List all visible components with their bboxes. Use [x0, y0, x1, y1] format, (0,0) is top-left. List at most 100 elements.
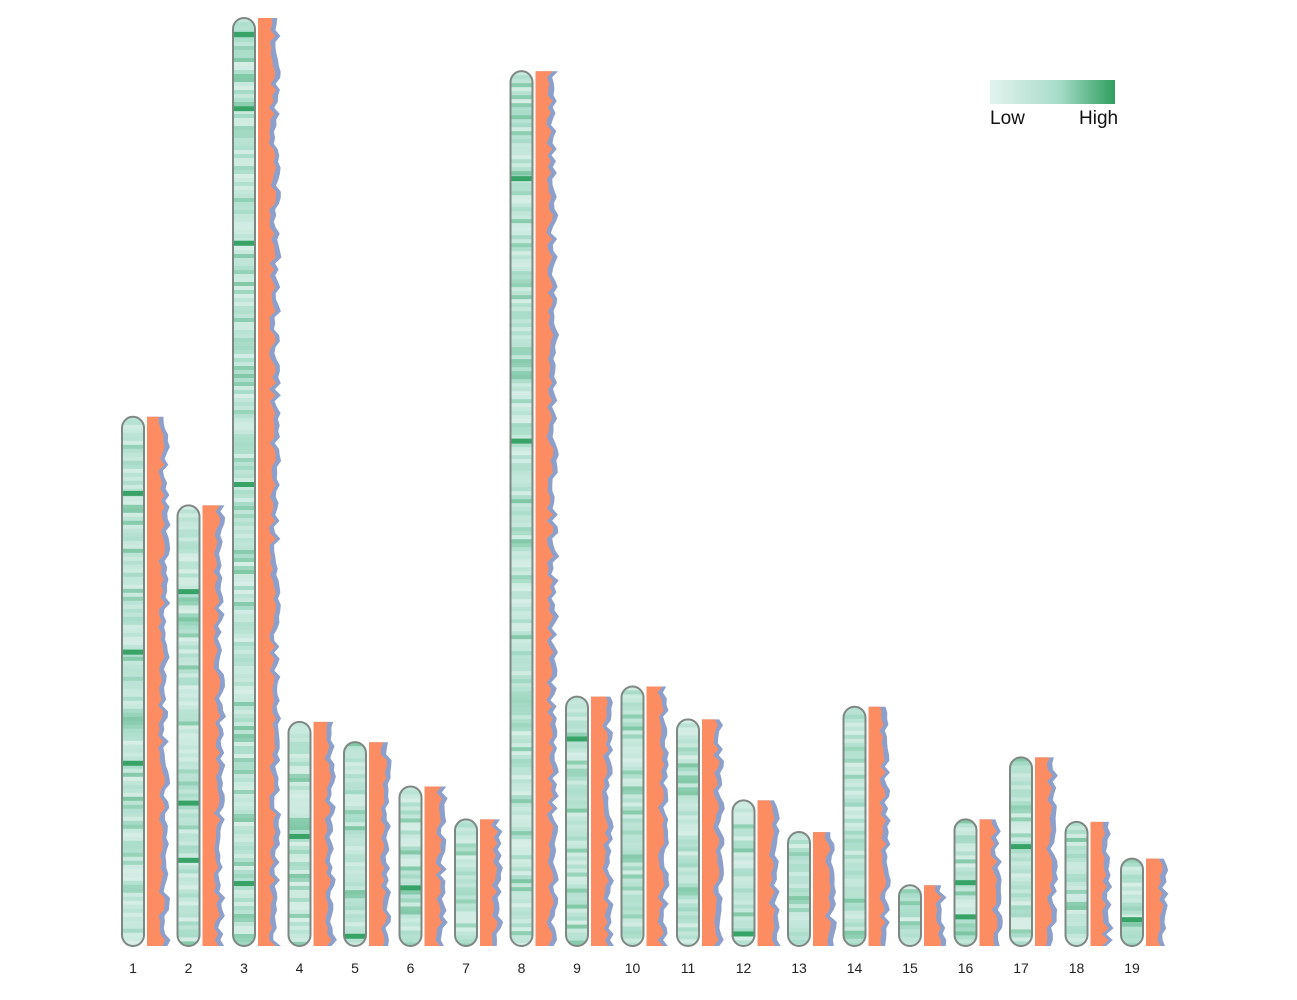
heat-band [122, 748, 144, 754]
heat-band [344, 914, 366, 919]
heat-band [510, 679, 533, 684]
heat-band [177, 693, 200, 698]
heat-band [399, 882, 422, 887]
heat-band [233, 874, 255, 879]
density-profile-front-13 [813, 832, 831, 946]
heat-band [233, 794, 255, 799]
density-profile-front-6 [424, 786, 442, 946]
heat-band [510, 651, 533, 656]
heat-band [899, 885, 921, 890]
heat-band [510, 819, 533, 824]
heat-band [344, 818, 366, 823]
heat-band [788, 936, 810, 941]
chromosome-label-13: 13 [791, 960, 807, 976]
heat-band [455, 867, 477, 872]
heat-band [122, 636, 144, 642]
heat-band [344, 774, 366, 779]
heat-band [621, 894, 644, 899]
heat-band [510, 507, 533, 512]
heat-band [177, 553, 200, 558]
heat-band [1010, 893, 1032, 898]
heat-band [122, 620, 144, 626]
heat-band [677, 743, 699, 748]
heat-band [455, 907, 477, 912]
heat-band [677, 879, 699, 884]
heat-band [122, 504, 144, 510]
heat-band [899, 921, 921, 926]
heat-band [510, 879, 533, 884]
heat-band [233, 666, 255, 671]
heat-band [566, 816, 588, 821]
heat-band [732, 804, 755, 809]
heat-band [566, 868, 588, 873]
heat-band [510, 459, 533, 464]
heat-band [510, 79, 533, 84]
heat-band [510, 279, 533, 284]
heat-band [1010, 849, 1032, 854]
heat-band [344, 894, 366, 899]
heat-band [122, 808, 144, 814]
heat-band [677, 747, 699, 752]
heat-band [621, 834, 644, 839]
heat-band [621, 850, 644, 855]
heat-band [788, 868, 810, 873]
heat-band [233, 782, 255, 787]
heat-band [566, 740, 588, 745]
heat-band-high [122, 490, 144, 496]
heat-band [510, 939, 533, 944]
chromosome-bands-2 [177, 505, 200, 946]
heat-band [233, 918, 255, 923]
heat-band [122, 772, 144, 778]
heat-band [122, 556, 144, 562]
heat-band [399, 926, 422, 931]
heat-band [122, 900, 144, 906]
heat-band [233, 130, 255, 135]
heat-band [677, 919, 699, 924]
heat-band [1010, 785, 1032, 790]
heat-band [122, 664, 144, 670]
heat-band [177, 549, 200, 554]
heat-band [732, 868, 755, 873]
heat-band-high [566, 736, 588, 742]
heat-band [510, 659, 533, 664]
heat-band [344, 838, 366, 843]
heat-band [510, 731, 533, 736]
heat-band [954, 927, 977, 932]
heat-band [233, 90, 255, 95]
heat-band [122, 676, 144, 682]
heat-band [510, 695, 533, 700]
heat-band [177, 561, 200, 566]
heat-band [954, 855, 977, 860]
heat-band [233, 586, 255, 591]
heat-band [899, 913, 921, 918]
heat-band [843, 806, 866, 812]
heat-band [788, 884, 810, 889]
heat-band [510, 675, 533, 680]
heat-band [177, 505, 200, 510]
heat-band [177, 861, 200, 866]
heat-band [621, 822, 644, 827]
heat-band [1010, 869, 1032, 874]
heat-band [621, 706, 644, 711]
heat-band [233, 718, 255, 723]
heat-band [344, 810, 366, 815]
heat-band [621, 726, 644, 731]
heat-band [288, 805, 311, 811]
heat-band [233, 590, 255, 595]
chromosome-9: 9 [565, 695, 614, 976]
heat-band [122, 752, 144, 758]
heat-band [233, 166, 255, 171]
heat-band [1010, 809, 1032, 814]
heat-band [788, 892, 810, 897]
heat-band [510, 587, 533, 592]
heat-band [122, 728, 144, 734]
heat-band [1010, 865, 1032, 870]
heat-band [677, 875, 699, 880]
heat-band [510, 927, 533, 932]
heat-band [566, 900, 588, 905]
heat-band [177, 741, 200, 746]
heat-band [954, 859, 977, 864]
heat-band [233, 638, 255, 643]
heat-band [122, 812, 144, 818]
